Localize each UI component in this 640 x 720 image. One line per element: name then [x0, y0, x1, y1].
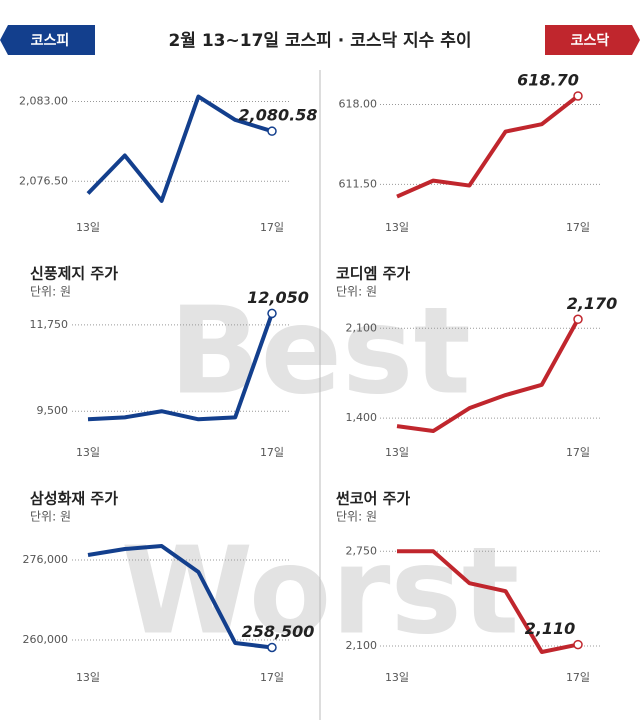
line: [86, 94, 273, 203]
point: [267, 308, 277, 319]
line: [87, 544, 273, 650]
chart-subtitle: 단위: 원: [336, 285, 377, 299]
y-tick-label: 2,083.00: [19, 94, 68, 107]
badge: [545, 25, 640, 55]
value-label: 2,110: [525, 619, 576, 638]
x-tick-label: 17일: [566, 445, 590, 459]
value-label: 618.70: [517, 70, 579, 89]
y-tick-label: 618.00: [339, 98, 378, 111]
y-tick-label: 2,100: [346, 321, 378, 334]
badge-label: 코스피: [31, 33, 70, 49]
x-tick-label: 13일: [76, 220, 100, 234]
chart-subtitle: 단위: 원: [336, 510, 377, 524]
x-tick-label: 17일: [260, 670, 284, 684]
chart-title: 신풍제지 주가: [30, 265, 118, 283]
point: [573, 91, 583, 101]
page-title: 2월 13~17일 코스피 · 코스닥 지수 추이: [168, 31, 471, 51]
badge: [0, 25, 95, 55]
chart-title: 코디엠 주가: [336, 265, 410, 283]
x-tick-label: 13일: [385, 670, 409, 684]
line: [396, 318, 580, 434]
y-tick-label: 1,400: [346, 411, 378, 424]
x-tick-label: 13일: [385, 220, 409, 234]
y-tick-label: 2,076.50: [19, 174, 68, 187]
chart-title: 삼성화재 주가: [30, 490, 118, 508]
point: [267, 642, 277, 653]
x-tick-label: 17일: [260, 220, 284, 234]
y-tick-label: 2,100: [346, 639, 378, 652]
value-label: 258,500: [242, 622, 315, 641]
value-label: 12,050: [247, 288, 309, 307]
line: [87, 312, 274, 422]
y-tick-label: 260,000: [23, 633, 69, 646]
point: [573, 314, 583, 325]
y-tick-label: 611.50: [339, 177, 378, 190]
x-tick-label: 17일: [566, 220, 590, 234]
badge-label: 코스닥: [571, 32, 610, 49]
line: [396, 94, 580, 199]
y-tick-label: 11,750: [30, 318, 69, 331]
x-tick-label: 17일: [260, 445, 284, 459]
x-tick-label: 13일: [76, 445, 100, 459]
chart-subtitle: 단위: 원: [30, 510, 71, 524]
chart-title: 썬코어 주가: [336, 490, 410, 508]
y-tick-label: 2,750: [346, 544, 378, 557]
point: [573, 639, 583, 650]
point: [267, 126, 277, 136]
line: [397, 549, 579, 655]
chart-subtitle: 단위: 원: [30, 285, 71, 299]
x-tick-label: 13일: [385, 445, 409, 459]
y-tick-label: 276,000: [23, 553, 69, 566]
value-label: 2,080.58: [239, 106, 318, 125]
y-tick-label: 9,500: [37, 404, 69, 417]
value-label: 2,170: [567, 294, 618, 313]
x-tick-label: 13일: [76, 670, 100, 684]
x-tick-label: 17일: [566, 670, 590, 684]
